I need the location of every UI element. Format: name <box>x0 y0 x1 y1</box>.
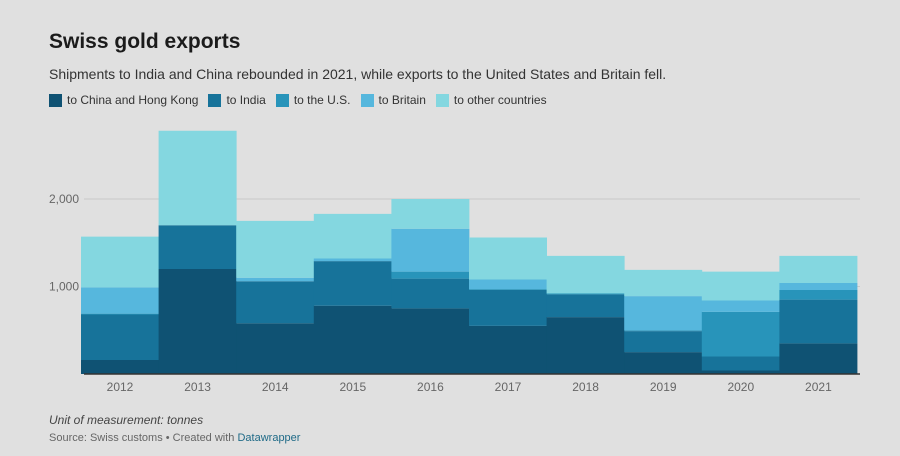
legend-label-britain: to Britain <box>378 93 426 107</box>
legend-item-china: to China and Hong Kong <box>49 93 198 107</box>
bar-segment-2013-1 <box>158 225 237 269</box>
legend-swatch-us <box>275 93 289 107</box>
bar-segment-2021-2 <box>779 290 858 300</box>
x-tick-label-2019: 2019 <box>650 380 677 394</box>
bar-segment-2013-0 <box>158 269 237 374</box>
legend-item-britain: to Britain <box>360 93 426 107</box>
bar-segment-2021-1 <box>779 299 858 344</box>
legend-item-us: to the U.S. <box>275 93 351 107</box>
bar-segment-2014-4 <box>236 220 315 278</box>
legend-label-china: to China and Hong Kong <box>67 93 199 107</box>
bar-segment-2012-1 <box>81 314 159 360</box>
bar-segment-2016-3 <box>391 228 470 272</box>
bar-segment-2019-3 <box>624 296 703 331</box>
source-line: Source: Swiss customs • Created with Dat… <box>49 432 300 444</box>
x-tick-label-2021: 2021 <box>805 380 832 394</box>
bar-segment-2012-0 <box>81 360 159 374</box>
bar-segment-2021-0 <box>779 343 858 374</box>
x-tick-label-2013: 2013 <box>184 380 211 394</box>
bar-segment-2018-4 <box>546 255 625 294</box>
bar-segment-2017-0 <box>469 325 547 374</box>
bar-segment-2015-1 <box>313 261 392 306</box>
bar-segment-2013-4 <box>158 130 237 226</box>
bar-segment-2012-2 <box>81 313 159 315</box>
bar-segment-2015-3 <box>313 258 392 262</box>
bar-segment-2020-1 <box>701 356 780 371</box>
bar-segment-2019-0 <box>624 352 703 374</box>
bar-segment-2014-3 <box>236 277 315 282</box>
legend-swatch-other <box>435 93 449 107</box>
chart-subtitle: Shipments to India and China rebounded i… <box>49 66 667 82</box>
bar-segment-2021-4 <box>779 255 858 283</box>
bar-segment-2020-2 <box>701 311 780 357</box>
legend-item-india: to India <box>208 93 266 107</box>
legend-label-india: to India <box>226 93 266 107</box>
bar-segment-2017-2 <box>469 289 547 290</box>
bar-segment-2018-2 <box>546 293 625 295</box>
legend-label-other: to other countries <box>453 93 547 107</box>
bar-segment-2015-4 <box>313 213 392 259</box>
legend: to China and Hong Kong to India to the U… <box>49 93 557 107</box>
bar-segment-2012-3 <box>81 287 159 314</box>
bar-segment-2020-3 <box>701 300 780 312</box>
bar-segment-2019-4 <box>624 269 703 297</box>
bar-segment-2019-1 <box>624 331 703 353</box>
datawrapper-link[interactable]: Datawrapper <box>237 432 301 444</box>
bar-segment-2020-0 <box>701 370 780 374</box>
bar-segment-2021-3 <box>779 283 858 290</box>
bar-segment-2017-4 <box>469 237 547 280</box>
bar-segment-2018-0 <box>546 317 625 374</box>
y-tick-label-1000: 1,000 <box>49 280 79 294</box>
source-text: Source: Swiss customs • Created with <box>49 432 238 444</box>
legend-swatch-britain <box>360 93 374 107</box>
legend-swatch-china <box>49 93 62 107</box>
x-tick-label-2016: 2016 <box>417 380 444 394</box>
legend-swatch-india <box>208 93 222 107</box>
x-tick-label-2017: 2017 <box>495 380 522 394</box>
x-tick-label-2015: 2015 <box>339 380 366 394</box>
bar-segment-2017-3 <box>469 279 547 290</box>
bar-segment-2016-2 <box>391 271 470 279</box>
bar-segment-2019-2 <box>624 330 703 332</box>
unit-note: Unit of measurement: tonnes <box>49 413 204 427</box>
bar-segment-2012-4 <box>81 236 159 288</box>
y-tick-label-2000: 2,000 <box>49 192 79 206</box>
chart-title: Swiss gold exports <box>49 30 241 53</box>
x-tick-label-2018: 2018 <box>572 380 599 394</box>
bar-segment-2017-1 <box>469 290 547 326</box>
bar-segment-2016-4 <box>391 199 470 229</box>
x-tick-label-2020: 2020 <box>727 380 754 394</box>
x-tick-label-2014: 2014 <box>262 380 289 394</box>
bar-segment-2018-1 <box>546 294 625 318</box>
bar-segment-2016-1 <box>391 278 470 309</box>
legend-label-us: to the U.S. <box>293 93 351 107</box>
bar-segment-2014-1 <box>236 281 315 324</box>
bar-segment-2016-0 <box>391 308 470 374</box>
bar-segment-2020-4 <box>701 271 780 301</box>
bar-segment-2014-0 <box>236 323 315 374</box>
bar-segment-2015-0 <box>313 305 392 374</box>
x-tick-label-2012: 2012 <box>107 380 134 394</box>
legend-item-other: to other countries <box>435 93 547 107</box>
